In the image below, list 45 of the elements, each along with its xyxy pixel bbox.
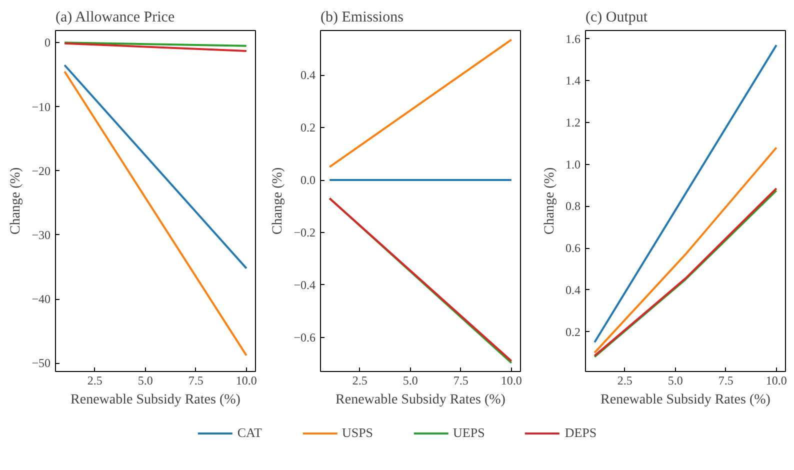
y-tick-label: 1.4 [566,74,580,88]
x-tick-label: 2.5 [617,374,632,388]
chart-title: (c) Output [586,10,648,26]
y-tick-label: 0.0 [300,173,316,188]
x-tick-label: 2.5 [352,374,368,388]
y-tick-label: 0 [44,36,50,50]
y-tick-label: 1.0 [566,157,580,172]
y-axis-title: Change (%) [542,167,558,235]
x-tick-label: 5.0 [138,374,153,388]
x-axis-title: Renewable Subsidy Rates (%) [70,392,241,408]
x-axis-title: Renewable Subsidy Rates (%) [600,392,771,408]
y-tick-label: 0.4 [300,68,316,82]
chart-title: (b) Emissions [320,10,404,26]
y-axis-title: Change (%) [270,167,286,235]
x-tick-label: 10.0 [766,374,787,388]
x-tick-label: 10.0 [236,374,257,388]
y-axis-title: Change (%) [8,167,24,235]
y-tick-label: −20 [32,164,51,178]
x-tick-label: 7.5 [453,374,468,388]
x-tick-label: 5.0 [668,374,683,388]
y-tick-label: 0.2 [566,324,580,339]
y-tick-label: −40 [32,292,51,306]
y-tick-label: −50 [32,356,51,370]
y-tick-label: −0.4 [294,278,316,292]
legend-label: UEPS [453,424,485,440]
x-tick-label: 7.5 [188,374,204,388]
y-tick-label: −0.2 [294,225,316,240]
legend-label: CAT [237,424,262,440]
legend-label: DEPS [564,424,597,440]
x-tick-label: 7.5 [718,374,734,388]
legend-label: USPS [342,424,374,440]
y-tick-label: 1.2 [566,116,580,130]
y-tick-label: −10 [32,100,51,114]
y-tick-label: 0.4 [566,282,580,297]
chart-title: (a) Allowance Price [56,10,175,26]
y-tick-label: 0.6 [566,241,580,256]
y-tick-label: 1.6 [566,32,580,46]
y-tick-label: 0.2 [300,120,316,135]
x-axis-title: Renewable Subsidy Rates (%) [336,392,506,408]
y-tick-label: −0.6 [294,330,316,344]
y-tick-label: −30 [32,228,51,242]
x-tick-label: 2.5 [87,374,102,388]
y-tick-label: 0.8 [566,199,580,214]
x-tick-label: 10.0 [500,374,522,388]
x-tick-label: 5.0 [402,374,418,388]
